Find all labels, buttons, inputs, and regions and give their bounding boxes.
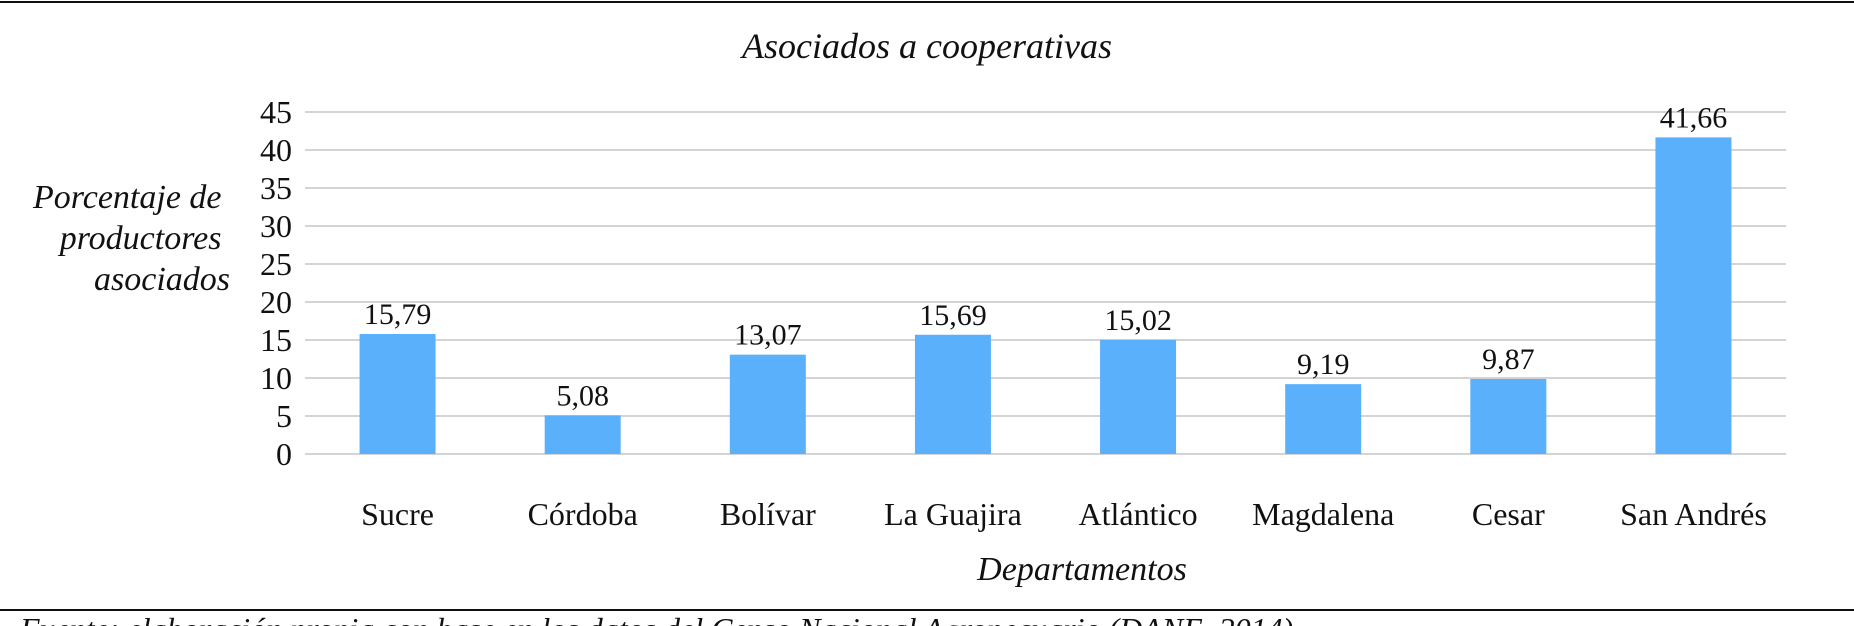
- data-label: 9,87: [1482, 343, 1535, 376]
- data-label: 15,79: [364, 298, 432, 331]
- bar: [914, 334, 991, 454]
- x-tick-label: Magdalena: [1252, 496, 1394, 532]
- y-tick-label: 40: [260, 132, 292, 168]
- y-tick-label: 15: [260, 322, 292, 358]
- data-labels: 15,79 5,08 13,07 15,69 15,02 9,19 9,87 41,66: [364, 101, 1727, 412]
- y-tick-label: 25: [260, 246, 292, 282]
- y-tick-label: 45: [260, 94, 292, 130]
- chart-title: Asociados a cooperativas: [740, 26, 1112, 66]
- data-label: 15,02: [1104, 304, 1172, 337]
- data-label: 9,19: [1297, 348, 1350, 381]
- y-tick-label: 0: [276, 436, 292, 472]
- bar: [1655, 137, 1732, 454]
- bar: [544, 415, 621, 454]
- x-tick-label: La Guajira: [884, 496, 1022, 532]
- y-tick-label: 5: [276, 398, 292, 434]
- y-tick-label: 20: [260, 284, 292, 320]
- x-tick-label: San Andrés: [1620, 496, 1767, 532]
- x-tick-label: Cesar: [1472, 496, 1545, 532]
- y-tick-label: 10: [260, 360, 292, 396]
- data-label: 41,66: [1660, 101, 1728, 134]
- bar: [1285, 384, 1362, 454]
- data-label: 15,69: [919, 299, 987, 332]
- y-axis-label: Porcentaje de productores asociados: [32, 179, 230, 298]
- x-tick-label: Sucre: [361, 496, 434, 532]
- x-tick-label: Bolívar: [720, 496, 816, 532]
- y-axis-label-line-2: productores: [58, 220, 222, 257]
- y-tick-label: 35: [260, 170, 292, 206]
- gridlines: [305, 111, 1786, 455]
- y-axis-label-line-1: Porcentaje de: [32, 179, 222, 216]
- bar: [729, 354, 806, 454]
- bar: [359, 333, 436, 454]
- bars: [359, 137, 1732, 454]
- y-tick-label: 30: [260, 208, 292, 244]
- x-tick-label: Atlántico: [1079, 496, 1198, 532]
- x-tick-label: Córdoba: [528, 496, 638, 532]
- x-axis-ticks: Sucre Córdoba Bolívar La Guajira Atlántico Ma…: [361, 496, 1767, 532]
- source-footer: Fuente: elaboración propia con base en l…: [19, 611, 1301, 626]
- data-label: 5,08: [556, 379, 609, 412]
- x-axis-label: Departamentos: [976, 551, 1187, 588]
- bar: [1470, 378, 1547, 454]
- data-label: 13,07: [734, 319, 802, 352]
- y-axis-label-line-3: asociados: [94, 261, 230, 298]
- bar: [1100, 339, 1177, 454]
